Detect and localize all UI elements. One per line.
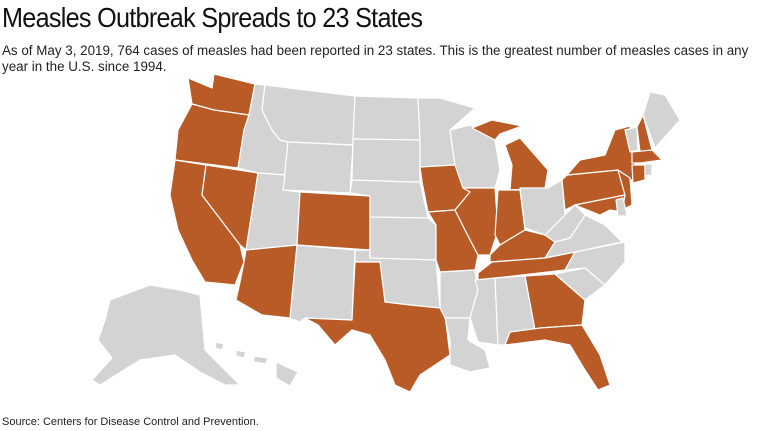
subtitle: As of May 3, 2019, 764 cases of measles … [2, 43, 749, 74]
state [504, 137, 549, 191]
state [174, 103, 250, 169]
state [624, 126, 639, 153]
state [574, 194, 626, 216]
state [644, 163, 653, 177]
states [91, 73, 681, 393]
state [352, 95, 421, 141]
state [235, 244, 298, 319]
state [235, 349, 247, 359]
state [617, 169, 633, 211]
source: Source: Centers for Disease Control and … [2, 416, 259, 428]
state [504, 324, 611, 391]
state [642, 91, 681, 149]
state [369, 216, 437, 261]
state [304, 261, 451, 393]
state [615, 197, 628, 217]
state [253, 355, 269, 365]
state [631, 164, 646, 184]
state [282, 141, 354, 194]
state [296, 191, 371, 251]
title: Measles Outbreak Spreads to 23 States [2, 2, 423, 33]
state [275, 361, 299, 387]
state [289, 244, 356, 323]
state [201, 164, 259, 251]
state [351, 138, 421, 183]
state [631, 149, 663, 164]
state [214, 341, 225, 351]
state [444, 317, 491, 373]
state [544, 204, 586, 243]
state [91, 284, 241, 386]
state [454, 187, 499, 256]
state [471, 119, 523, 141]
